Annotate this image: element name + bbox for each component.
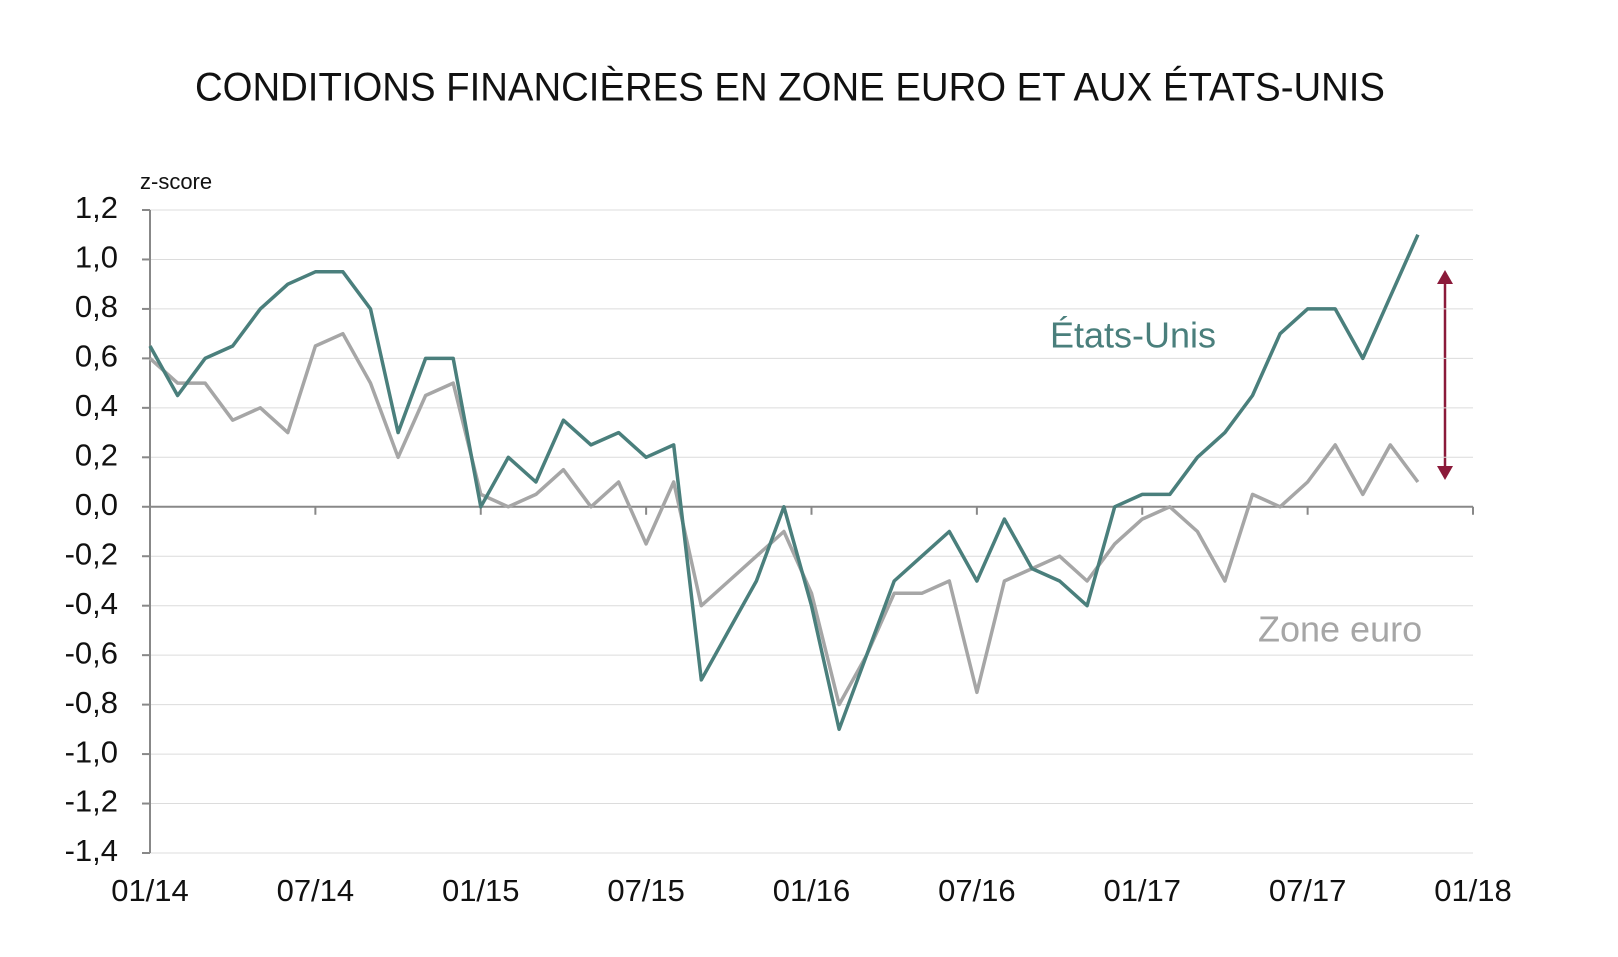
y-tick-label: 0,4: [75, 388, 118, 423]
y-tick-label: 1,0: [75, 240, 118, 275]
y-tick-label: -0,6: [65, 635, 118, 670]
y-tick-label: -0,2: [65, 536, 118, 571]
chart-title: CONDITIONS FINANCIÈRES EN ZONE EURO ET A…: [195, 65, 1385, 110]
x-tick-label: 01/15: [442, 873, 520, 908]
x-tick-label: 01/16: [773, 873, 851, 908]
x-tick-label: 01/17: [1103, 873, 1181, 908]
x-tick-label: 07/14: [277, 873, 355, 908]
series-line: [148, 331, 1420, 707]
y-tick-label: 0,0: [75, 487, 118, 522]
y-tick-label: 0,6: [75, 339, 118, 374]
legend-label: Zone euro: [1258, 609, 1422, 650]
x-tick-label: 07/15: [607, 873, 685, 908]
y-axis-label: z-score: [140, 169, 212, 194]
y-tick-label: -0,4: [65, 586, 118, 621]
x-tick-label: 07/17: [1269, 873, 1347, 908]
y-tick-label: -1,2: [65, 784, 118, 819]
y-tick-label: -0,8: [65, 685, 118, 720]
x-tick-label: 01/14: [111, 873, 189, 908]
y-tick-label: -1,4: [65, 833, 118, 868]
y-tick-label: 0,2: [75, 437, 118, 472]
arrow: [1437, 270, 1453, 480]
x-tick-label: 07/16: [938, 873, 1016, 908]
y-tick-label: -1,0: [65, 734, 118, 769]
series-line: [148, 233, 1420, 732]
legend-label: États-Unis: [1050, 315, 1216, 356]
y-tick-label: 1,2: [75, 190, 118, 225]
y-tick-label: 0,8: [75, 289, 118, 324]
x-tick-label: 01/18: [1434, 873, 1512, 908]
